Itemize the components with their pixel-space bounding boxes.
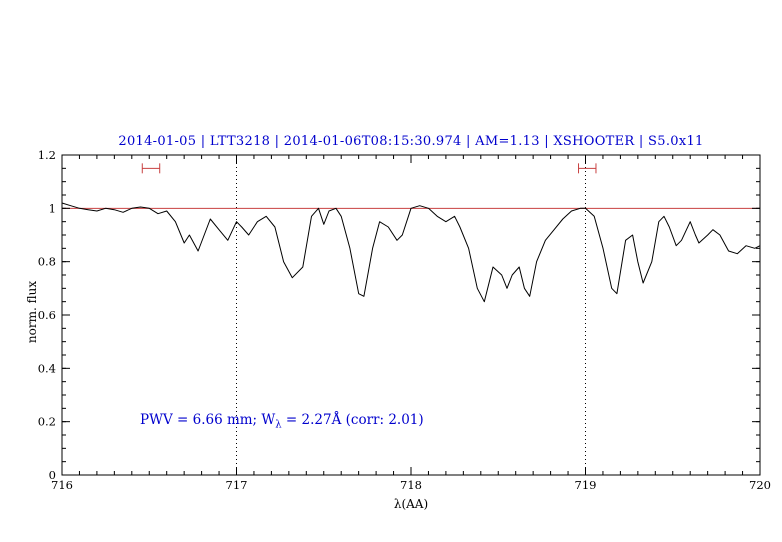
y-tick-label: 0.8 <box>38 255 56 269</box>
plot-title: 2014-01-05 | LTT3218 | 2014-01-06T08:15:… <box>118 134 704 149</box>
y-tick-label: 0.4 <box>38 361 56 375</box>
pwv-annotation: PWV = 6.66 mm; Wλ = 2.27Å (corr: 2.01) <box>140 412 424 431</box>
x-tick-label: 716 <box>51 478 73 492</box>
spectrum-line <box>61 202 761 303</box>
y-tick-label: 0.6 <box>38 308 56 322</box>
x-tick-label: 718 <box>400 478 422 492</box>
y-axis-label: norm. flux <box>25 280 39 344</box>
y-tick-label: 0.2 <box>38 415 56 429</box>
pwv-annotation-suffix: = 2.27Å (corr: 2.01) <box>281 412 424 428</box>
pwv-annotation-prefix: PWV = 6.66 mm; W <box>140 412 276 428</box>
y-tick-label: 0 <box>49 468 56 482</box>
y-tick-label: 1.2 <box>38 148 56 162</box>
x-tick-label: 719 <box>575 478 597 492</box>
x-axis-label: λ(AA) <box>393 497 429 511</box>
x-tick-label: 717 <box>226 478 248 492</box>
x-tick-label: 720 <box>749 478 771 492</box>
y-tick-label: 1 <box>49 201 56 215</box>
pwv-annotation-sub: λ <box>275 419 282 431</box>
